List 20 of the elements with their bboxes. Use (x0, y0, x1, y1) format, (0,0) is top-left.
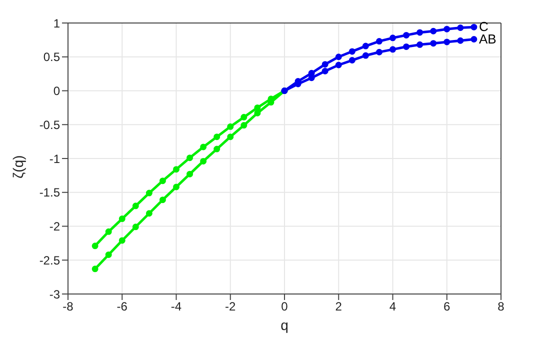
y-tick-label: 1 (53, 16, 60, 30)
x-tick-label: 2 (335, 300, 342, 314)
x-axis-title: q (280, 317, 288, 333)
y-tick-label: -2.5 (39, 253, 60, 268)
y-tick-label: -1.5 (39, 186, 60, 200)
x-tick-label: 8 (498, 300, 505, 314)
y-tick-label: 0.5 (43, 50, 60, 64)
x-tick-label: -8 (62, 300, 74, 314)
x-tick-label: -2 (225, 300, 236, 314)
y-tick-label: -2 (49, 220, 60, 234)
y-axis-title: ζ(q) (10, 155, 26, 178)
x-tick-label: 6 (444, 300, 451, 314)
x-tick-label: -6 (116, 300, 128, 314)
y-tick-label: -0.5 (39, 118, 60, 132)
x-tick-label: 4 (389, 300, 396, 314)
x-tick-label: 0 (281, 300, 288, 314)
y-tick-label: -3 (49, 287, 60, 302)
x-tick-label: -4 (170, 300, 182, 314)
y-tick-label: -1 (49, 152, 60, 166)
y-tick-label: 0 (53, 84, 60, 98)
